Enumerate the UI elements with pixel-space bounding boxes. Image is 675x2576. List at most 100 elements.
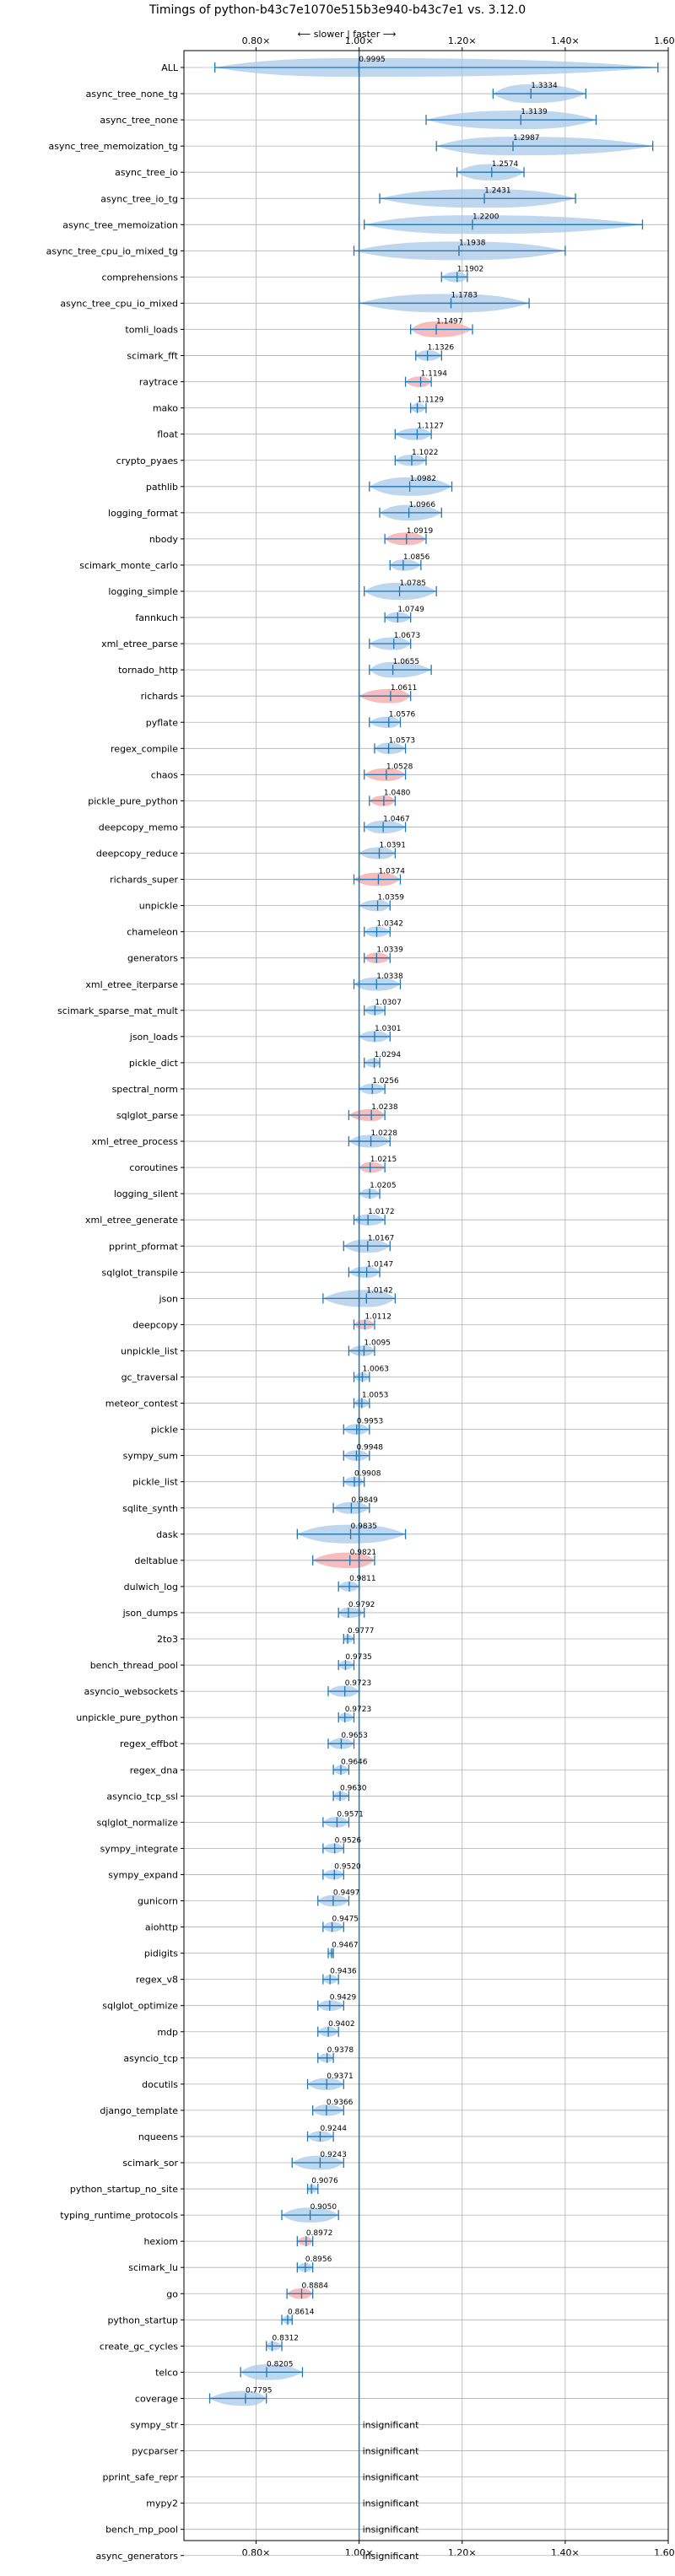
- benchmark-label: aiohttp: [145, 1922, 178, 1933]
- value-label: 1.0342: [377, 920, 404, 929]
- benchmark-label: scimark_fft: [127, 351, 178, 362]
- insignificant-label: insignificant: [363, 2420, 420, 2431]
- value-label: 1.2431: [484, 186, 511, 195]
- benchmark-label: async_tree_none_tg: [86, 89, 178, 100]
- value-label: 0.9526: [335, 1836, 362, 1845]
- benchmark-label: logging_simple: [108, 586, 178, 597]
- benchmark-label: sqlglot_parse: [116, 1110, 178, 1121]
- benchmark-label: 2to3: [157, 1634, 178, 1645]
- benchmark-label: async_tree_memoization: [62, 219, 178, 230]
- value-label: 1.0301: [375, 1025, 402, 1033]
- value-label: 0.9953: [357, 1418, 384, 1426]
- value-label: 1.0785: [400, 579, 427, 588]
- value-label: 0.9378: [327, 2046, 354, 2055]
- benchmark-label: sympy_sum: [123, 1451, 178, 1462]
- value-label: 0.7795: [246, 2386, 273, 2395]
- value-label: 1.1938: [459, 239, 486, 247]
- benchmark-label: pprint_safe_repr: [103, 2472, 179, 2483]
- benchmark-label: gunicorn: [138, 1896, 178, 1907]
- benchmark-label: pickle: [151, 1425, 179, 1436]
- benchmark-label: float: [157, 429, 178, 440]
- benchmark-label: json: [159, 1293, 179, 1304]
- benchmark-label: pidigits: [144, 1948, 178, 1959]
- value-label: 0.8205: [267, 2360, 294, 2369]
- benchmark-label: docutils: [142, 2079, 178, 2090]
- benchmark-label: regex_effbot: [120, 1738, 179, 1749]
- value-label: 0.9475: [332, 1916, 359, 1924]
- benchmark-label: coverage: [135, 2393, 178, 2404]
- benchmark-label: sqlglot_optimize: [102, 2001, 178, 2012]
- value-label: 1.0294: [375, 1051, 402, 1059]
- benchmark-label: generators: [127, 953, 178, 964]
- direction-label: ⟵ slower | faster ⟶: [298, 29, 397, 40]
- benchmark-label: pycparser: [132, 2446, 178, 2457]
- value-label: 0.8614: [288, 2308, 315, 2316]
- value-label: 0.9366: [327, 2099, 354, 2107]
- insignificant-label: insignificant: [363, 2525, 420, 2536]
- benchmark-label: mako: [153, 403, 178, 414]
- value-label: 1.0573: [389, 736, 416, 745]
- value-label: 1.0172: [368, 1208, 395, 1216]
- value-label: 0.9849: [351, 1496, 378, 1505]
- benchmark-label: crypto_pyaes: [116, 455, 179, 466]
- benchmark-label: richards: [141, 691, 179, 702]
- benchmark-label: gc_traversal: [122, 1372, 178, 1383]
- value-label: 0.9520: [334, 1862, 361, 1871]
- benchmark-label: deepcopy_reduce: [96, 849, 178, 860]
- benchmark-label: xml_etree_iterparse: [85, 979, 178, 990]
- value-label: 0.8312: [273, 2334, 300, 2342]
- benchmark-label: regex_dna: [130, 1765, 178, 1776]
- benchmark-label: hexiom: [143, 2236, 178, 2247]
- benchmark-label: sqlglot_transpile: [102, 1267, 179, 1278]
- value-label: 0.9076: [311, 2177, 338, 2185]
- value-label: 1.0053: [362, 1392, 389, 1400]
- value-label: 1.1783: [451, 291, 478, 299]
- insignificant-label: insignificant: [363, 2472, 420, 2483]
- value-label: 1.1497: [436, 318, 463, 326]
- x-tick-label-top: 1.20×: [448, 35, 477, 46]
- benchmark-label: async_tree_cpu_io_mixed_tg: [46, 245, 178, 256]
- benchmark-label: json_loads: [129, 1032, 178, 1043]
- benchmark-label: ALL: [161, 62, 179, 73]
- benchmark-label: scimark_monte_carlo: [79, 560, 178, 571]
- value-label: 0.9723: [345, 1706, 372, 1714]
- benchmark-label: logging_format: [108, 508, 179, 519]
- benchmark-label: tornado_http: [118, 665, 178, 676]
- benchmark-label: sympy_integrate: [100, 1843, 179, 1854]
- benchmark-label: nqueens: [138, 2131, 178, 2142]
- value-label: 0.9777: [348, 1627, 375, 1636]
- value-label: 1.0338: [376, 973, 403, 981]
- benchmark-label: nbody: [149, 534, 179, 545]
- value-label: 1.1326: [428, 344, 455, 353]
- benchmark-label: meteor_contest: [105, 1398, 179, 1409]
- value-label: 1.0966: [409, 501, 436, 509]
- value-label: 0.9811: [349, 1575, 376, 1583]
- benchmark-label: chaos: [151, 769, 178, 780]
- benchmark-label: raytrace: [139, 377, 178, 388]
- value-label: 0.9244: [320, 2125, 347, 2133]
- benchmark-label: tomli_loads: [125, 325, 178, 336]
- insignificant-label: insignificant: [363, 2446, 420, 2457]
- benchmark-label: fannkuch: [135, 612, 178, 623]
- benchmark-label: pickle_list: [132, 1477, 179, 1488]
- value-label: 0.9467: [332, 1942, 359, 1950]
- value-label: 1.0749: [397, 606, 424, 614]
- value-label: 0.9646: [341, 1758, 368, 1766]
- benchmark-label: unpickle: [139, 901, 178, 912]
- benchmark-label: regex_compile: [111, 743, 178, 754]
- value-label: 0.8956: [305, 2255, 332, 2264]
- benchmark-label: typing_runtime_protocols: [60, 2210, 178, 2221]
- value-label: 1.0205: [370, 1182, 397, 1190]
- benchmark-label: telco: [155, 2367, 178, 2378]
- value-label: 0.9050: [310, 2203, 338, 2212]
- x-tick-label-top: 1.60×: [654, 35, 675, 46]
- value-label: 1.0576: [389, 710, 416, 719]
- benchmark-label: async_tree_io_tg: [100, 193, 178, 204]
- value-label: 1.0611: [391, 684, 418, 693]
- benchmark-label: xml_etree_generate: [85, 1215, 178, 1226]
- value-label: 1.0982: [410, 475, 436, 483]
- value-label: 1.2987: [513, 134, 540, 143]
- value-label: 0.9792: [348, 1601, 375, 1609]
- benchmark-label: regex_v8: [136, 1975, 178, 1986]
